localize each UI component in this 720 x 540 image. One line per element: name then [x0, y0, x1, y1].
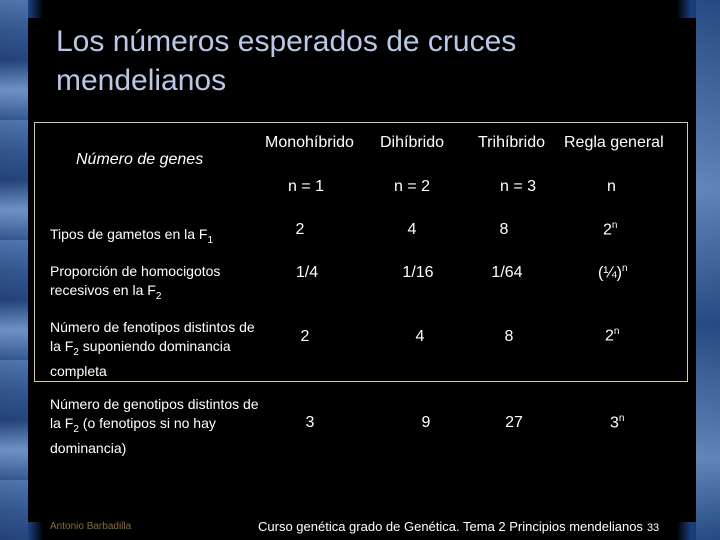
- value-homocigotos-mono: 1/4: [295, 264, 319, 281]
- row-label-fenotipos: Número de fenotipos distintos de la F2 s…: [50, 319, 255, 379]
- page-number: 33: [646, 522, 660, 534]
- value-homocigotos-di: 1/16: [402, 264, 434, 281]
- value-gametos-di: 4: [407, 221, 417, 238]
- footer-course: Curso genética grado de Genética. Tema 2…: [258, 519, 660, 534]
- value-fenotipos-general: 2n: [605, 326, 620, 345]
- value-gametos-tri: 8: [499, 221, 509, 238]
- value-fenotipos-mono: 2: [300, 328, 310, 345]
- decorative-frame-left: [0, 0, 28, 540]
- col-header-trihibrido: Trihíbrido: [478, 134, 545, 151]
- content-panel: [28, 18, 696, 522]
- value-fenotipos-tri: 8: [504, 328, 514, 345]
- n-dihibrido: n = 2: [394, 178, 431, 195]
- row-label-genotipos: Número de genotipos distintos de la F2 (…: [50, 396, 259, 456]
- col-header-regla-general: Regla general: [564, 134, 664, 151]
- n-trihibrido: n = 3: [500, 178, 537, 195]
- value-genotipos-tri: 27: [505, 414, 523, 431]
- col-header-monohibrido: Monohíbrido: [265, 134, 354, 151]
- value-genotipos-mono: 3: [305, 414, 315, 431]
- value-genotipos-di: 9: [421, 414, 431, 431]
- cross-table: [34, 122, 688, 382]
- value-gametos-general: 2n: [603, 220, 618, 239]
- genes-label: Número de genes: [76, 151, 204, 168]
- value-genotipos-general: 3n: [610, 413, 625, 432]
- n-monohibrido: n = 1: [288, 178, 325, 195]
- slide-title: Los números esperados de cruces mendelia…: [56, 25, 517, 97]
- value-homocigotos-general: (¼)n: [598, 263, 628, 282]
- decorative-frame-right: [696, 0, 720, 540]
- footer-author: Antonio Barbadilla: [50, 521, 132, 532]
- row-label-homocigotos: Proporción de homocigotos recesivos en l…: [50, 263, 221, 302]
- value-fenotipos-di: 4: [415, 328, 425, 345]
- col-header-dihibrido: Dihíbrido: [380, 134, 445, 151]
- value-homocigotos-tri: 1/64: [491, 264, 523, 281]
- row-label-gametos: Tipos de gametos en la F1: [50, 226, 214, 246]
- value-gametos-mono: 2: [295, 221, 305, 238]
- n-regla-general: n: [607, 178, 616, 195]
